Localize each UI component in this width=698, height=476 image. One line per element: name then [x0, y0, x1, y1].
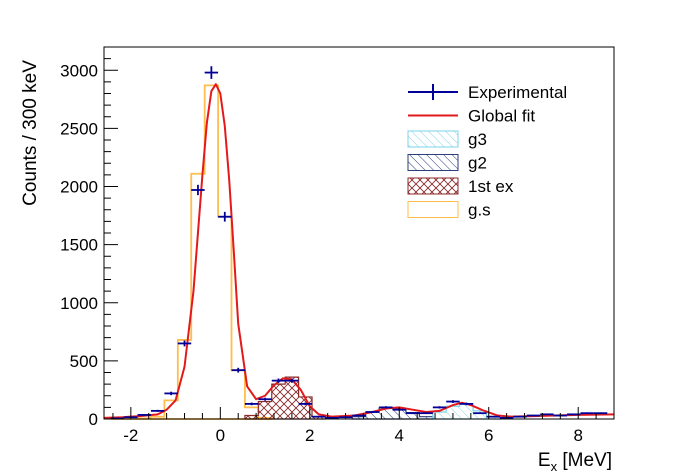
legend-label: Experimental — [468, 83, 567, 102]
fit-layer — [103, 83, 615, 419]
axes-layer: -2 0 2 4 6 8 0 500 1000 1500 2000 2500 3000 — [60, 58, 597, 445]
y-tick-label: 1500 — [60, 236, 98, 255]
experimental-point — [204, 66, 219, 79]
legend: Experimental Global fit g3 g2 1st ex g.s — [407, 83, 567, 220]
x-tick-label: 4 — [395, 426, 404, 445]
experimental-point — [432, 406, 447, 409]
legend-label: g2 — [468, 154, 487, 173]
x-tick-label: 6 — [484, 426, 493, 445]
x-tick-label: 8 — [573, 426, 582, 445]
x-tick-label: 0 — [216, 426, 225, 445]
experimental-point — [285, 378, 299, 383]
histogram-g-s — [110, 84, 273, 420]
x-tick-label: -2 — [123, 426, 138, 445]
legend-swatch — [407, 154, 459, 171]
legend-entry: Global fit — [408, 107, 535, 126]
experimental-point — [459, 402, 474, 406]
experimental-point — [446, 400, 460, 403]
y-tick-label: 2000 — [60, 178, 98, 197]
legend-entry: g.s — [407, 201, 491, 220]
legend-swatch — [407, 130, 459, 148]
experimental-point — [298, 402, 313, 406]
experimental-point — [312, 415, 326, 418]
experimental-point — [244, 402, 259, 406]
experimental-point — [258, 397, 272, 401]
experimental-point — [419, 412, 433, 415]
experimental-point — [150, 409, 165, 412]
y-tick-label: 2500 — [60, 119, 98, 138]
experimental-point — [191, 184, 205, 196]
experimental-point — [177, 340, 192, 347]
x-tick-label: 2 — [305, 426, 314, 445]
legend-entry: g2 — [407, 154, 487, 173]
legend-entry: Experimental — [408, 83, 567, 102]
experimental-point — [473, 412, 487, 415]
y-tick-label: 1000 — [60, 294, 98, 313]
experimental-point — [365, 411, 380, 413]
legend-entry: 1st ex — [407, 177, 514, 196]
experimental-point — [580, 412, 594, 415]
y-tick-label: 500 — [70, 352, 98, 371]
legend-swatch — [407, 177, 459, 195]
experimental-point — [379, 406, 393, 409]
experimental-point — [526, 414, 541, 417]
x-axis-title-main: E — [538, 450, 551, 471]
legend-label: Global fit — [468, 107, 535, 126]
x-axis-title: Ex [MeV] — [538, 450, 612, 474]
legend-label: g3 — [468, 130, 487, 149]
experimental-point — [218, 211, 232, 222]
global-fit-curve — [103, 83, 615, 419]
experimental-point — [271, 378, 286, 383]
y-axis-title: Counts / 300 keV — [20, 60, 41, 206]
x-axis-title-sub: x — [551, 459, 558, 474]
y-tick-label: 0 — [89, 410, 98, 429]
experimental-point — [164, 391, 178, 396]
y-tick-label: 3000 — [60, 61, 98, 80]
legend-label: g.s — [468, 201, 491, 220]
x-axis-title-unit: [MeV] — [557, 450, 612, 471]
experimental-point — [231, 367, 245, 373]
legend-entry: g3 — [407, 130, 487, 149]
histogram-layer — [110, 84, 501, 420]
plot-frame — [103, 46, 615, 420]
legend-label: 1st ex — [468, 177, 514, 196]
legend-swatch — [407, 201, 459, 218]
